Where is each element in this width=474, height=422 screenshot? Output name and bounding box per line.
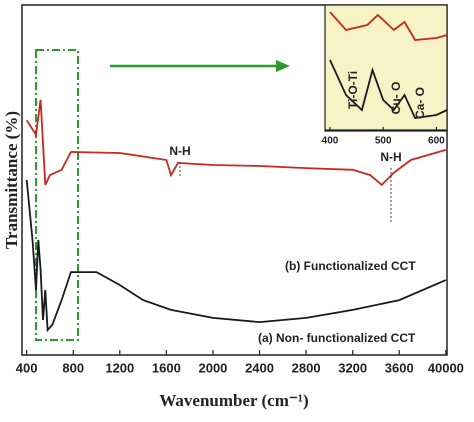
x-tick-label: 40000 [428, 360, 464, 375]
spectrum-line [25, 99, 447, 187]
highlight-box [35, 49, 79, 341]
x-tick-label: 600 [428, 136, 445, 147]
x-tick-label: 500 [375, 136, 392, 147]
x-tick-label: 400 [322, 136, 339, 147]
x-tick-label: 1200 [105, 360, 134, 375]
annotation: (b) Functionalized CCT [285, 259, 416, 273]
x-tick-label: 2400 [245, 360, 274, 375]
spectrum-line [329, 59, 448, 119]
spectrum-line [329, 11, 448, 41]
inset-frame [324, 4, 448, 132]
x-tick-label: 2800 [292, 360, 321, 375]
annotation: (a) Non- functionalized CCT [258, 331, 416, 345]
y-axis-title: Transmittance (%) [2, 111, 21, 249]
x-tick-label: 1600 [152, 360, 181, 375]
annotation: N-H [380, 150, 401, 164]
x-tick-label: 2000 [198, 360, 227, 375]
x-tick-label: 3600 [385, 360, 414, 375]
x-tick-label: 800 [62, 360, 84, 375]
x-axis-title: Wavenumber (cm⁻¹) [159, 391, 308, 410]
plot-frame [21, 4, 448, 356]
arrow-head [276, 60, 290, 72]
annotation: Ti-O-Ti [346, 71, 360, 109]
x-tick-label: 3200 [338, 360, 367, 375]
annotation: N-H [169, 144, 190, 158]
annotation: Cu- O [389, 82, 403, 115]
x-tick-label: 400 [16, 360, 38, 375]
annotation: Ca- O [413, 87, 427, 119]
spectrum-line [25, 179, 447, 333]
